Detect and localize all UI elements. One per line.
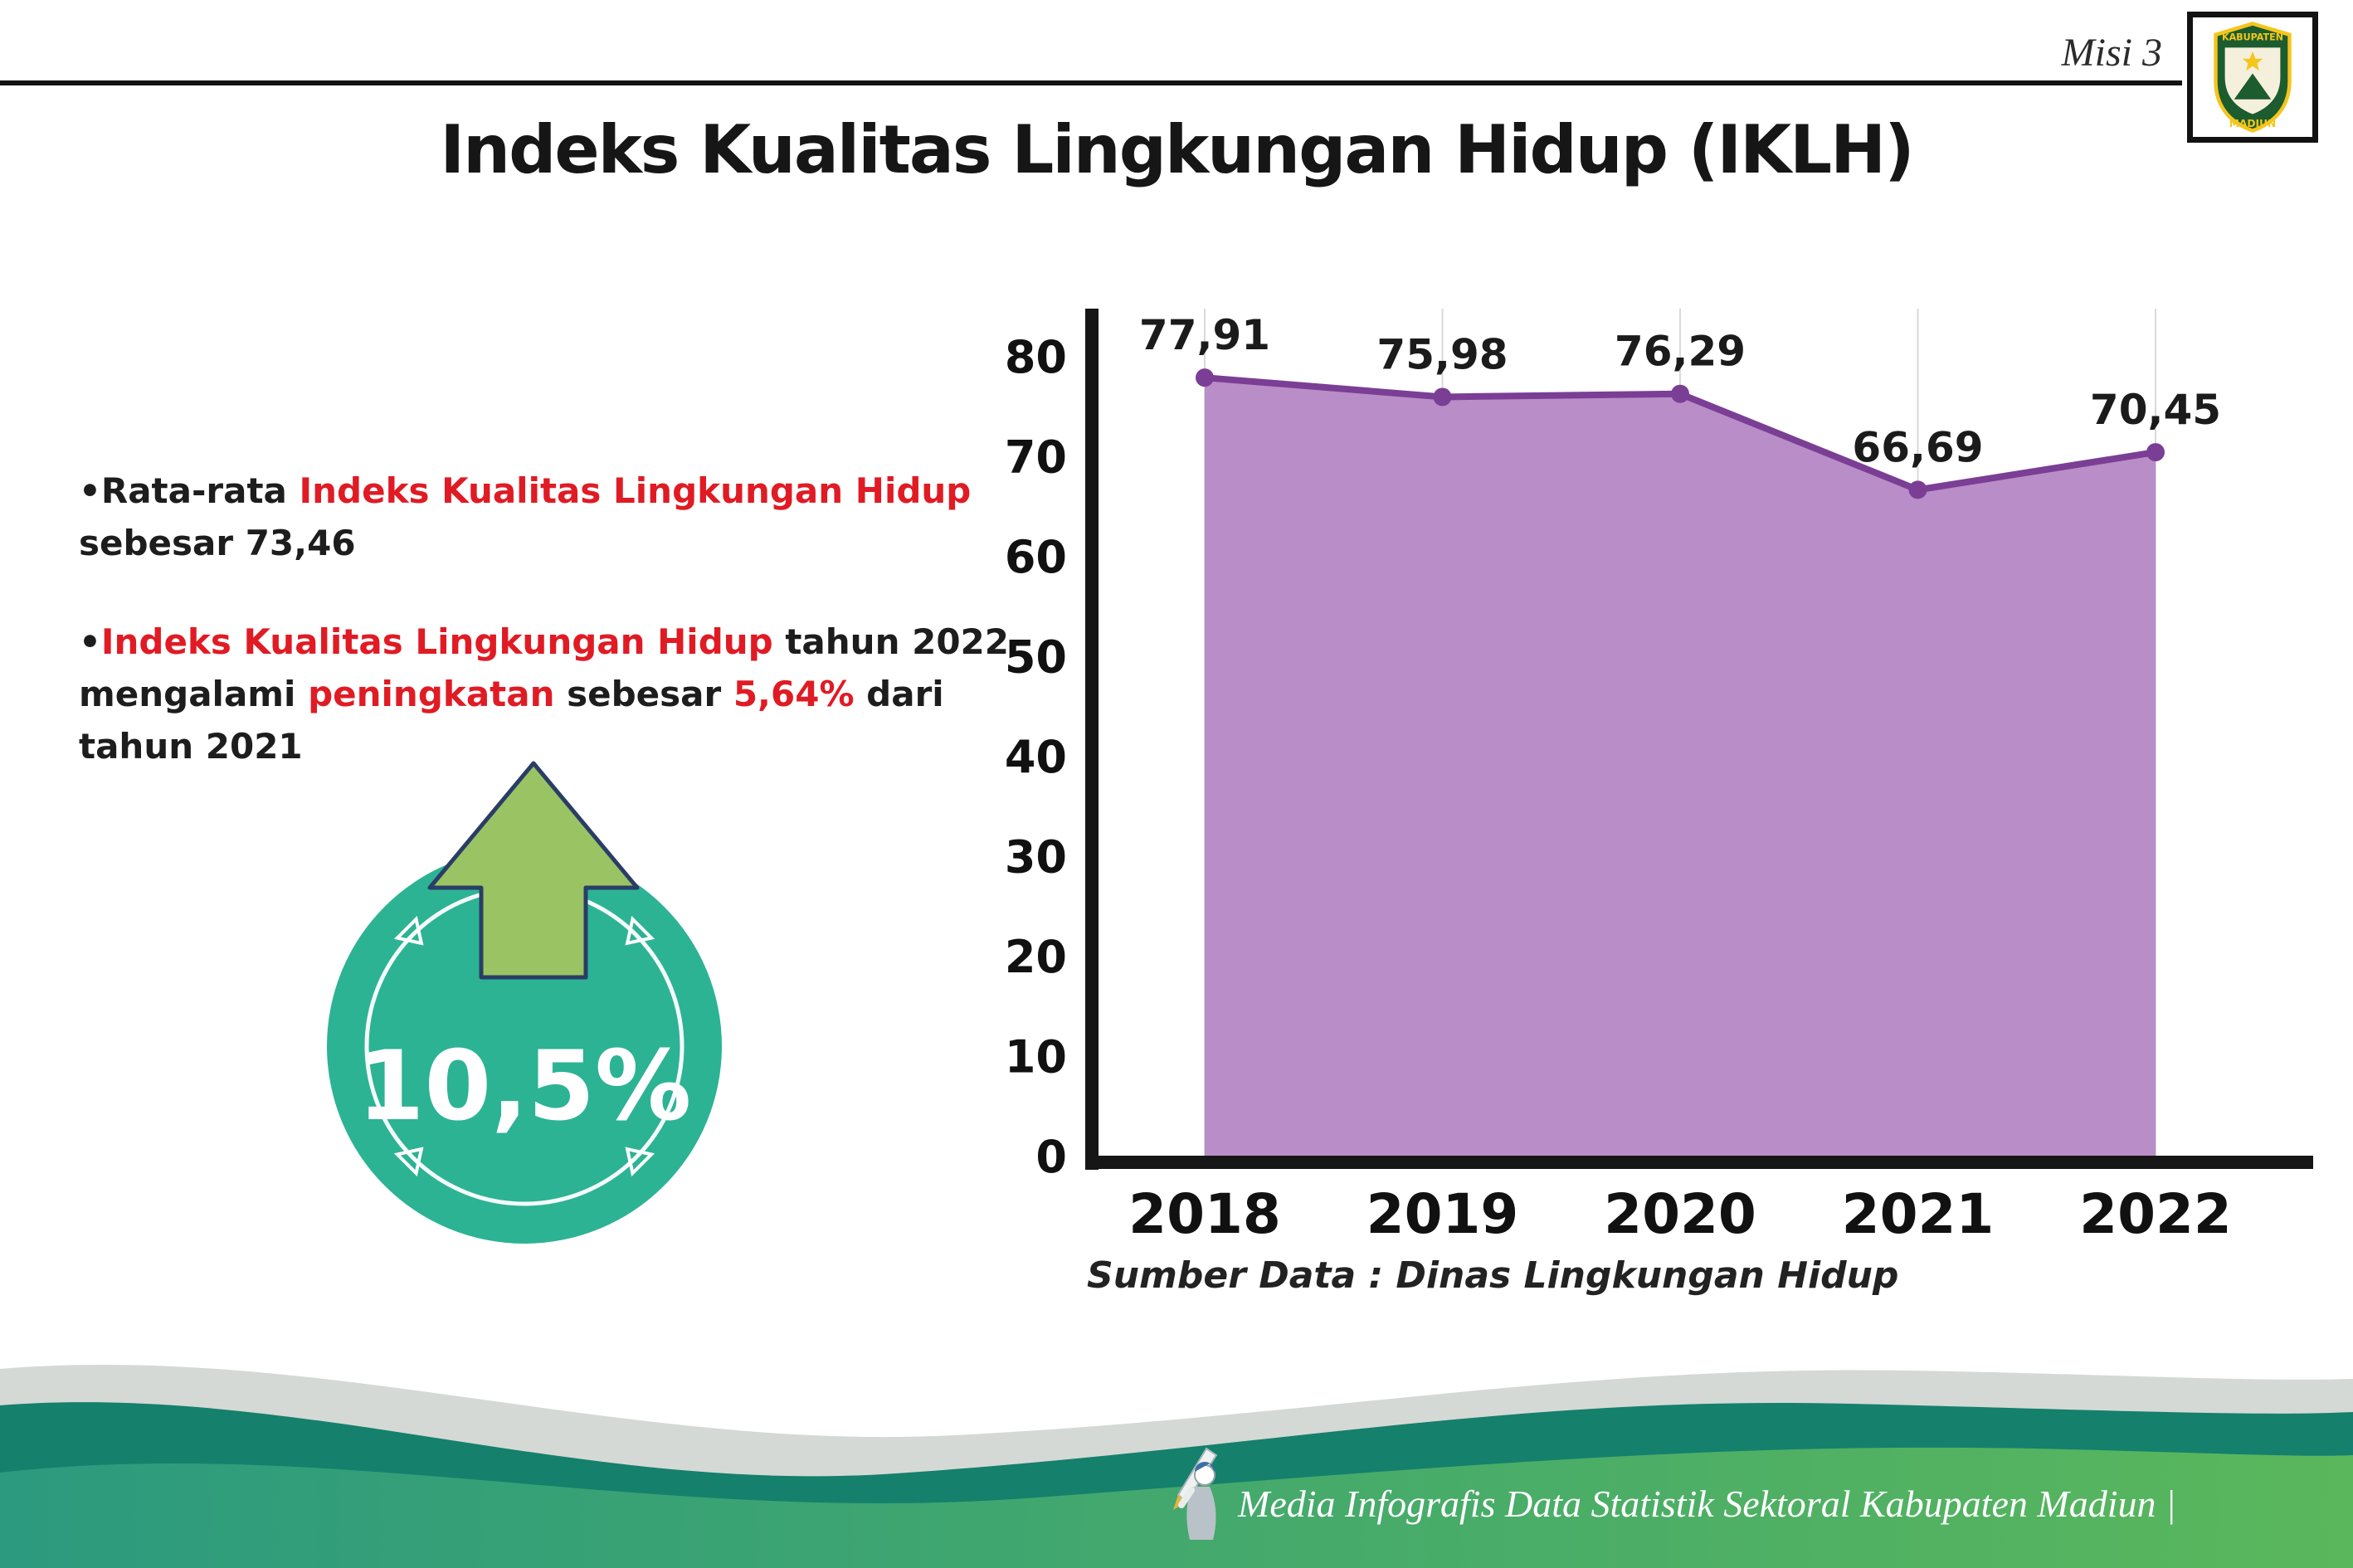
badge-value: 10,5%	[358, 1030, 691, 1142]
bullet-item: •Indeks Kualitas Lingkungan Hidup tahun …	[79, 616, 1050, 772]
y-tick-label: 80	[1005, 331, 1067, 383]
x-axis-label: 2019	[1366, 1182, 1519, 1246]
ring-notch	[393, 915, 424, 946]
mascot-cap	[1195, 1462, 1215, 1472]
bullet-list: •Rata-rata Indeks Kualitas Lingkungan Hi…	[79, 465, 1050, 772]
y-tick-label: 10	[1005, 1031, 1067, 1083]
x-axis-label: 2022	[2079, 1182, 2232, 1246]
badge-circle	[327, 849, 722, 1244]
x-axis-label: 2021	[1842, 1182, 1995, 1246]
ring-notch	[393, 1147, 424, 1177]
bullet-marker: •	[79, 470, 101, 511]
logo-mountain-icon	[2234, 73, 2272, 100]
mascot-icon	[1173, 1447, 1218, 1540]
highlight-text: Indeks Kualitas Lingkungan Hidup	[299, 470, 972, 511]
area-fill	[1205, 377, 2156, 1157]
iklh-chart: 77,91 75,98 76,29 66,69 70,45 0 10 20 30 40 50 60 70…	[962, 284, 2340, 1321]
logo-text-top: KABUPATEN	[2222, 32, 2283, 42]
kabupaten-madiun-logo: KABUPATEN MADIUN	[2187, 12, 2318, 143]
y-tick-label: 50	[1005, 631, 1067, 684]
body-text: sebesar 73,46	[79, 523, 356, 563]
increase-badge: 10,5%	[327, 761, 722, 1244]
mascot-body	[1186, 1487, 1216, 1540]
data-point	[1196, 368, 1214, 387]
highlight-text: 5,64%	[733, 674, 855, 714]
ring-notch	[625, 1147, 655, 1177]
value-label: 70,45	[2090, 386, 2221, 434]
y-tick-label: 20	[1005, 931, 1067, 983]
footer-credit: Media Infografis Data Statistik Sektoral…	[1238, 1483, 2176, 1525]
x-axis-label: 2020	[1604, 1182, 1756, 1246]
logo-star-icon	[2242, 51, 2263, 71]
body-text: dari tahun 2021	[79, 674, 944, 767]
value-label: 66,69	[1852, 423, 1983, 471]
body-text: tahun 2022 mengalami	[79, 621, 1009, 714]
value-label: 76,29	[1615, 328, 1746, 376]
x-axis	[1085, 1156, 2313, 1169]
page-title: Indeks Kualitas Lingkungan Hidup (IKLH)	[440, 111, 1914, 188]
header-rule	[0, 80, 2182, 85]
y-tick-label: 60	[1005, 531, 1067, 583]
bullet-item: •Rata-rata Indeks Kualitas Lingkungan Hi…	[79, 465, 1050, 569]
data-point	[1908, 480, 1927, 499]
data-point	[2146, 443, 2165, 462]
iklh-chart-svg: 77,91 75,98 76,29 66,69 70,45 0 10 20 30 40 50 60 70…	[1005, 309, 2313, 1246]
highlight-text: Indeks Kualitas Lingkungan Hidup	[100, 621, 773, 662]
logo-crest: KABUPATEN MADIUN	[2214, 22, 2292, 133]
footer-wave	[0, 1364, 2353, 1568]
up-arrow-icon	[427, 761, 640, 980]
ring-notch	[625, 915, 655, 946]
bullet-marker: •	[79, 621, 101, 662]
y-tick-label: 40	[1005, 731, 1067, 783]
y-tick-label: 30	[1005, 831, 1067, 884]
value-label: 77,91	[1139, 311, 1270, 359]
y-tick-label: 0	[1035, 1131, 1067, 1183]
mascot-arm	[1178, 1487, 1195, 1508]
data-point	[1433, 387, 1452, 407]
x-axis-label: 2018	[1128, 1182, 1281, 1246]
chart-source-label: Sumber Data : Dinas Lingkungan Hidup	[1087, 1254, 1899, 1297]
body-text: Rata-rata	[100, 470, 300, 511]
highlight-text: peningkatan	[308, 674, 555, 714]
body-text: sebesar	[554, 674, 733, 714]
misi-label: Misi 3	[2061, 31, 2162, 75]
y-axis	[1085, 309, 1099, 1170]
value-label: 75,98	[1376, 330, 1508, 378]
y-tick-label: 70	[1005, 431, 1067, 484]
data-point	[1671, 384, 1689, 403]
logo-text-bottom: MADIUN	[2229, 118, 2277, 129]
